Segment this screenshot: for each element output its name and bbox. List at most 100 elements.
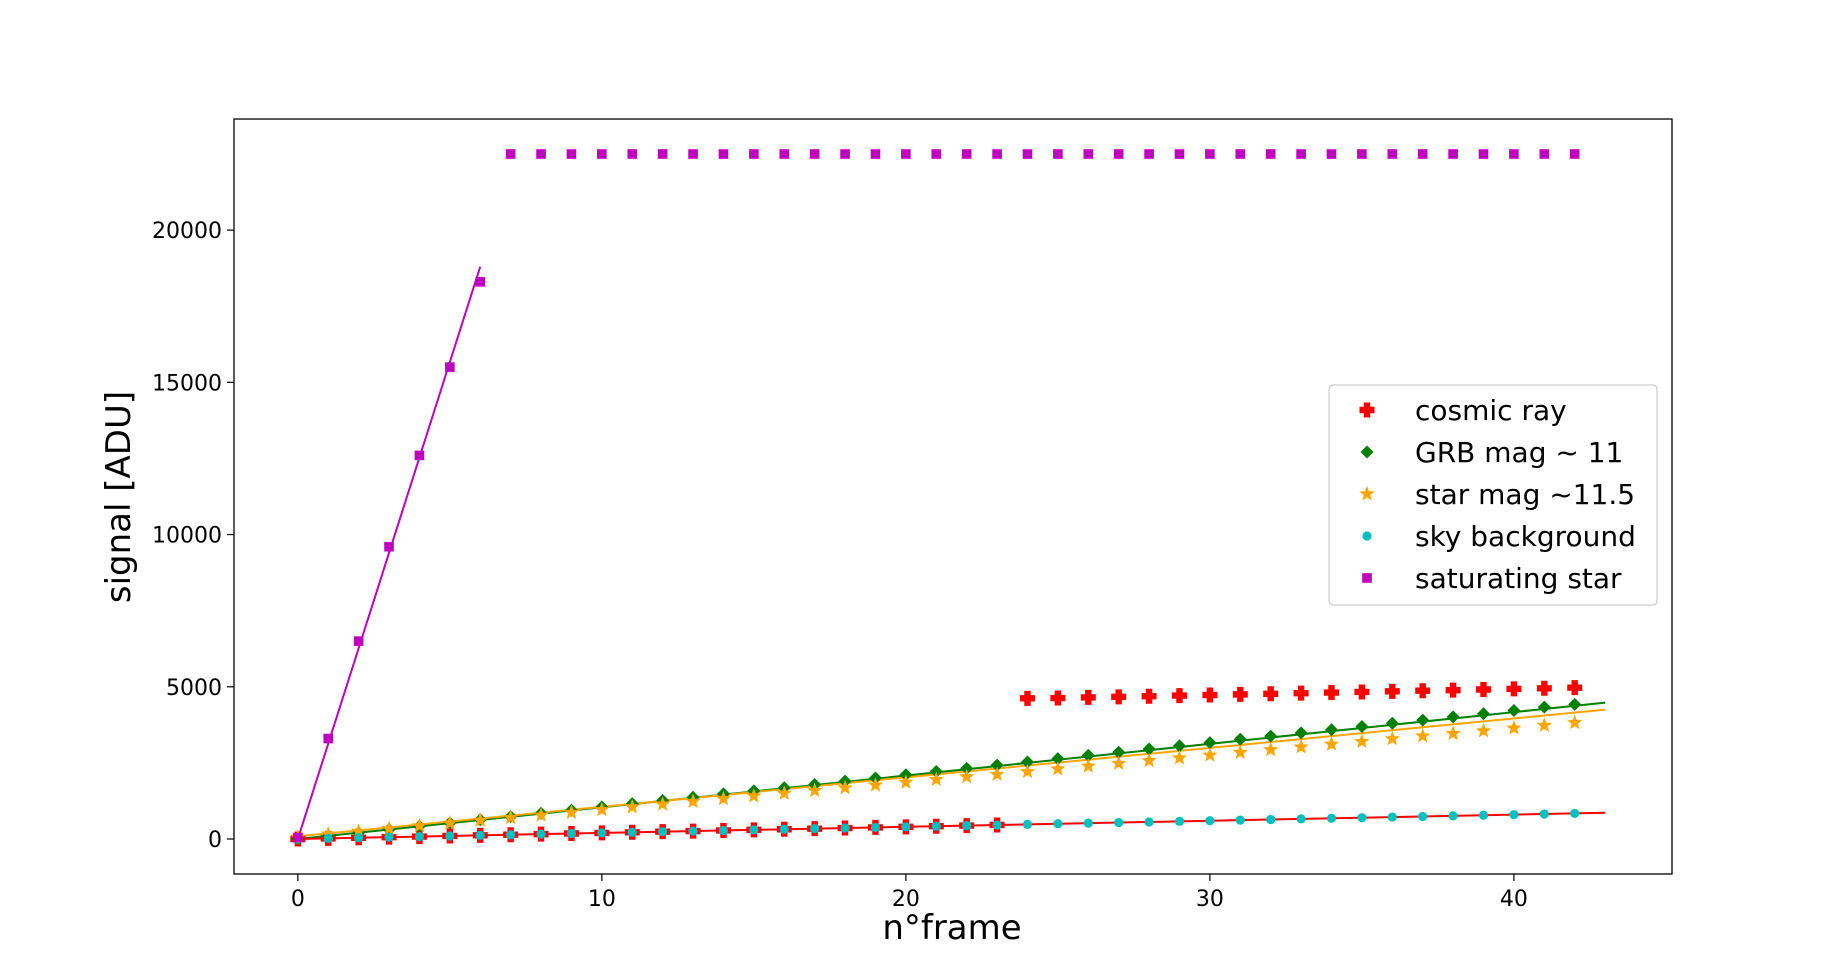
data-points — [290, 149, 1583, 847]
data-point-saturating-star — [414, 450, 425, 461]
data-point-sky-background — [1570, 808, 1580, 819]
data-point-sky-background — [1266, 814, 1276, 825]
data-point-star-mag-11-5 — [594, 801, 610, 817]
legend-box — [1328, 384, 1658, 606]
data-point-grb-mag-11 — [1537, 700, 1551, 714]
data-point-cosmic-ray — [1415, 683, 1431, 699]
legend-label-sky-background: sky background — [1415, 520, 1636, 553]
data-point-sky-background — [1418, 811, 1428, 822]
data-point-saturating-star — [1357, 149, 1367, 159]
data-point-grb-mag-11 — [1294, 726, 1308, 740]
data-point-star-mag-11-5 — [533, 807, 549, 822]
data-point-grb-mag-11 — [1051, 752, 1065, 766]
data-point-grb-mag-11 — [1446, 710, 1460, 724]
data-point-saturating-star — [1539, 149, 1550, 159]
data-point-saturating-star — [1509, 149, 1519, 159]
data-point-cosmic-ray — [1141, 688, 1157, 704]
data-point-saturating-star — [870, 149, 881, 159]
data-point-saturating-star — [1235, 149, 1246, 159]
legend-label-grb-mag-11: GRB mag ~ 11 — [1415, 436, 1623, 469]
data-point-sky-background — [1174, 816, 1185, 826]
data-point-saturating-star — [627, 149, 638, 159]
data-point-star-mag-11-5 — [989, 766, 1005, 781]
data-point-saturating-star — [293, 832, 303, 843]
data-point-sky-background — [354, 833, 364, 843]
data-point-sky-background — [414, 831, 425, 842]
x-tick-label: 20 — [892, 887, 920, 912]
data-point-star-mag-11-5 — [1050, 760, 1066, 776]
y-tick-label: 20000 — [152, 219, 222, 244]
data-point-star-mag-11-5 — [1415, 728, 1431, 743]
data-point-sky-background — [506, 830, 516, 840]
data-point-star-mag-11-5 — [898, 774, 914, 789]
data-point-cosmic-ray — [1232, 686, 1248, 702]
series-sky-background — [293, 808, 1580, 844]
data-point-star-mag-11-5 — [776, 785, 792, 800]
data-point-sky-background — [475, 830, 485, 840]
data-point-saturating-star — [597, 149, 607, 159]
data-point-saturating-star — [840, 149, 850, 159]
data-point-saturating-star — [931, 149, 942, 159]
data-point-star-mag-11-5 — [1080, 758, 1096, 773]
data-point-sky-background — [1357, 813, 1367, 823]
data-point-star-mag-11-5 — [351, 823, 367, 838]
data-point-star-mag-11-5 — [1293, 739, 1309, 754]
data-point-grb-mag-11 — [1081, 748, 1095, 762]
data-point-sky-background — [1478, 810, 1489, 820]
data-point-star-mag-11-5 — [411, 817, 428, 833]
data-point-cosmic-ray — [1506, 681, 1522, 697]
data-point-saturating-star — [961, 149, 972, 159]
data-point-star-mag-11-5 — [837, 779, 853, 795]
data-point-saturating-star — [718, 149, 729, 159]
data-point-sky-background — [931, 821, 941, 831]
data-point-grb-mag-11 — [929, 765, 943, 779]
legend-marker-sky-background — [1362, 531, 1372, 541]
data-point-saturating-star — [688, 149, 698, 159]
data-point-sky-background — [1053, 819, 1063, 829]
x-tick-label: 0 — [291, 887, 305, 912]
data-point-star-mag-11-5 — [503, 809, 519, 825]
data-point-saturating-star — [384, 541, 394, 552]
data-point-star-mag-11-5 — [1475, 722, 1492, 738]
data-point-saturating-star — [353, 636, 364, 646]
y-tick-label: 10000 — [152, 524, 222, 549]
data-point-star-mag-11-5 — [1323, 736, 1340, 751]
data-point-sky-background — [1296, 814, 1306, 824]
data-point-grb-mag-11 — [1385, 716, 1399, 730]
data-point-saturating-star — [1448, 149, 1458, 159]
data-point-sky-background — [1326, 813, 1337, 823]
data-point-saturating-star — [1083, 149, 1094, 159]
data-point-saturating-star — [445, 362, 455, 372]
data-point-star-mag-11-5 — [1111, 755, 1127, 770]
fit-line-2 — [297, 701, 1606, 840]
data-point-star-mag-11-5 — [1506, 720, 1522, 735]
data-point-saturating-star — [536, 149, 546, 159]
y-axis-ticks: 0 5000 10000 15000 20000 — [152, 219, 234, 853]
data-point-sky-background — [627, 827, 637, 837]
data-point-cosmic-ray — [1202, 687, 1218, 703]
data-point-sky-background — [1387, 812, 1397, 822]
data-point-grb-mag-11 — [1477, 707, 1491, 721]
data-point-saturating-star — [1265, 149, 1276, 159]
data-point-grb-mag-11 — [1172, 739, 1186, 753]
data-point-sky-background — [1235, 815, 1245, 825]
data-point-saturating-star — [1387, 149, 1398, 159]
data-point-star-mag-11-5 — [746, 788, 762, 803]
series-saturating-star — [293, 149, 1580, 843]
fit-line-1 — [296, 266, 482, 840]
data-point-saturating-star — [475, 277, 486, 287]
data-point-sky-background — [658, 827, 668, 837]
data-point-saturating-star — [1053, 149, 1063, 159]
data-point-grb-mag-11 — [1264, 729, 1278, 743]
data-point-sky-background — [840, 823, 850, 833]
data-point-cosmic-ray — [1171, 688, 1187, 704]
data-point-saturating-star — [566, 149, 577, 159]
data-point-sky-background — [445, 831, 455, 841]
data-point-star-mag-11-5 — [563, 804, 580, 819]
data-point-saturating-star — [1022, 149, 1033, 159]
data-point-grb-mag-11 — [1020, 755, 1034, 769]
data-point-sky-background — [323, 833, 333, 843]
data-point-saturating-star — [992, 149, 1002, 159]
legend-marker-cosmic-ray — [1359, 402, 1375, 418]
data-point-saturating-star — [1205, 149, 1215, 159]
